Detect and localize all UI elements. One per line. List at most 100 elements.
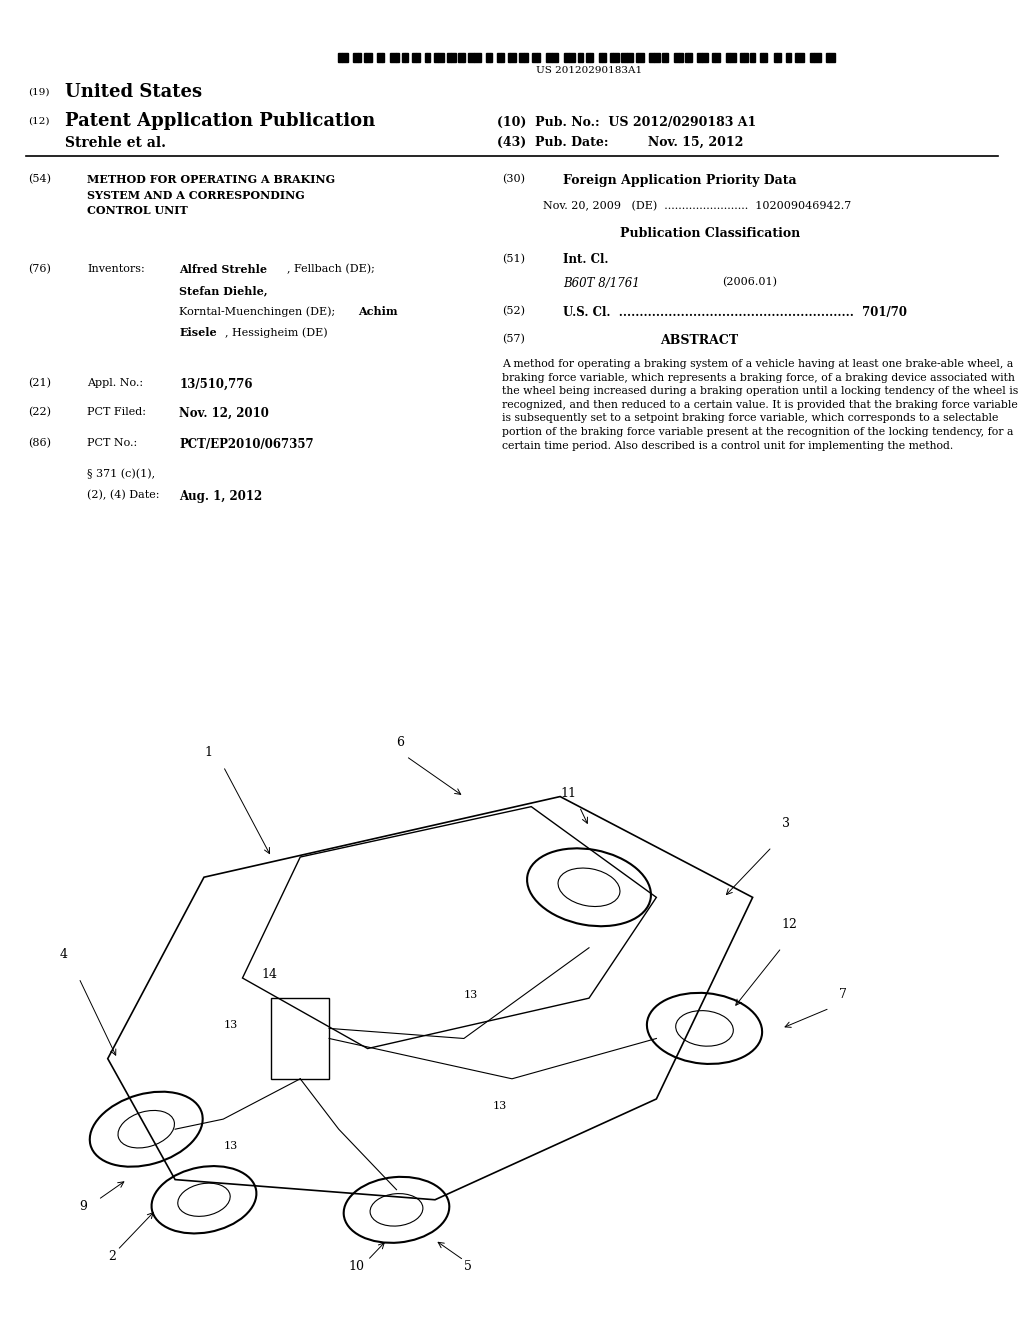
Text: Alfred Strehle: Alfred Strehle (179, 264, 267, 275)
Text: (30): (30) (502, 174, 524, 185)
Bar (519, 53, 524, 62)
Text: Publication Classification: Publication Classification (620, 227, 800, 240)
Bar (666, 53, 668, 62)
Text: Eisele: Eisele (179, 327, 217, 338)
Bar (590, 53, 593, 62)
Bar (489, 53, 492, 62)
Bar (663, 53, 666, 62)
Bar (612, 53, 618, 62)
Bar (636, 53, 638, 62)
Bar (610, 53, 612, 62)
Text: Achim: Achim (358, 306, 398, 317)
Bar (358, 53, 360, 62)
Text: 1: 1 (204, 746, 212, 759)
Bar (685, 53, 688, 62)
Bar (501, 53, 504, 62)
Bar (413, 53, 417, 62)
Bar (474, 53, 480, 62)
Bar (713, 53, 715, 62)
Text: 2: 2 (108, 1250, 116, 1263)
Text: Korntal-Muenchingen (DE);: Korntal-Muenchingen (DE); (179, 306, 339, 317)
Bar (829, 53, 836, 62)
Text: PCT No.:: PCT No.: (87, 438, 137, 449)
Text: (2006.01): (2006.01) (722, 277, 777, 288)
Text: 13: 13 (223, 1142, 238, 1151)
Bar (586, 53, 590, 62)
Bar (744, 53, 749, 62)
Bar (786, 53, 790, 62)
Bar (552, 53, 558, 62)
Bar (701, 53, 708, 62)
Text: 13: 13 (464, 990, 478, 1001)
Bar (621, 53, 628, 62)
Bar (438, 53, 443, 62)
Text: Foreign Application Priority Data: Foreign Application Priority Data (563, 174, 797, 187)
Text: 5: 5 (464, 1261, 472, 1274)
Text: A method for operating a braking system of a vehicle having at least one brake-a: A method for operating a braking system … (502, 359, 1018, 450)
Text: Strehle et al.: Strehle et al. (65, 136, 166, 150)
Text: United States: United States (65, 83, 202, 102)
Text: , Hessigheim (DE): , Hessigheim (DE) (225, 327, 328, 338)
Text: (19): (19) (28, 87, 49, 96)
Text: U.S. Cl.  .........................................................  701/70: U.S. Cl. ...............................… (563, 306, 907, 319)
Bar (458, 53, 463, 62)
Bar (826, 53, 829, 62)
Text: 7: 7 (840, 989, 847, 1001)
Text: 10: 10 (348, 1261, 365, 1274)
Bar (377, 53, 382, 62)
Bar (546, 53, 552, 62)
Text: 11: 11 (560, 787, 577, 800)
Bar (425, 53, 427, 62)
Bar (715, 53, 720, 62)
Bar (382, 53, 384, 62)
Bar (628, 53, 633, 62)
Text: (54): (54) (28, 174, 50, 185)
Text: ABSTRACT: ABSTRACT (660, 334, 738, 347)
Bar (463, 53, 465, 62)
Bar (688, 53, 691, 62)
Bar (564, 53, 569, 62)
Text: 12: 12 (781, 917, 798, 931)
Text: Aug. 1, 2012: Aug. 1, 2012 (179, 490, 262, 503)
Bar (753, 53, 755, 62)
Bar (777, 53, 780, 62)
Bar (364, 53, 366, 62)
Bar (654, 53, 659, 62)
Bar (338, 53, 342, 62)
Bar (537, 53, 540, 62)
Text: Int. Cl.: Int. Cl. (563, 253, 608, 267)
Bar (751, 53, 753, 62)
Bar (446, 53, 451, 62)
Bar (798, 53, 804, 62)
Text: 9: 9 (79, 1200, 87, 1213)
Bar (427, 53, 430, 62)
Bar (532, 53, 537, 62)
Bar (774, 53, 777, 62)
Text: (76): (76) (28, 264, 50, 275)
Text: , Fellbach (DE);: , Fellbach (DE); (287, 264, 375, 275)
Bar (390, 53, 396, 62)
Text: 3: 3 (781, 817, 790, 830)
Text: METHOD FOR OPERATING A BRAKING
SYSTEM AND A CORRESPONDING
CONTROL UNIT: METHOD FOR OPERATING A BRAKING SYSTEM AN… (87, 174, 335, 216)
Bar (468, 53, 474, 62)
Text: (2), (4) Date:: (2), (4) Date: (87, 490, 160, 500)
Text: (21): (21) (28, 378, 50, 388)
Text: 13: 13 (223, 1020, 238, 1031)
Bar (342, 53, 348, 62)
Text: (12): (12) (28, 116, 49, 125)
Text: Patent Application Publication: Patent Application Publication (65, 112, 375, 131)
Text: 4: 4 (59, 948, 68, 961)
Text: Stefan Diehle,: Stefan Diehle, (179, 285, 268, 296)
Bar (810, 53, 814, 62)
Bar (638, 53, 643, 62)
Bar (763, 53, 767, 62)
Text: (86): (86) (28, 438, 50, 449)
Bar (679, 53, 683, 62)
Bar (602, 53, 606, 62)
Bar (486, 53, 489, 62)
Bar (599, 53, 602, 62)
Bar (730, 53, 735, 62)
Text: (10)  Pub. No.:  US 2012/0290183 A1: (10) Pub. No.: US 2012/0290183 A1 (497, 116, 756, 129)
Bar (795, 53, 798, 62)
Bar (726, 53, 730, 62)
